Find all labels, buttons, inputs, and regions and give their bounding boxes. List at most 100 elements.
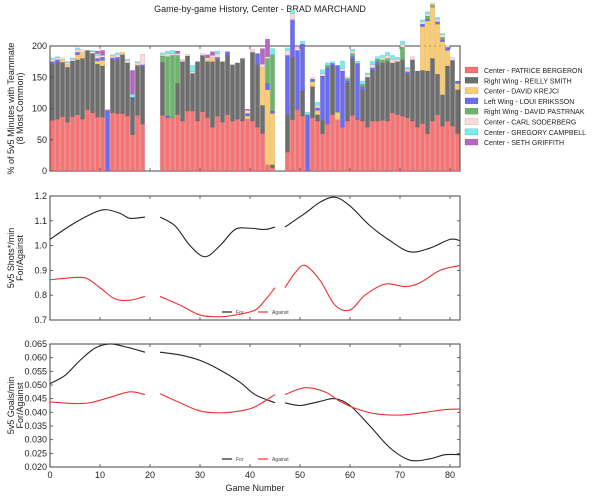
bar-segment (330, 61, 335, 64)
bar-segment (455, 89, 460, 134)
bar-segment (260, 63, 265, 69)
bar-segment (125, 60, 130, 64)
y-tick-label: 0.025 (24, 448, 47, 458)
series-line-against (159, 287, 276, 318)
bar-segment (85, 50, 90, 110)
bar-segment (440, 125, 445, 172)
bar-segment (135, 61, 140, 64)
bar-segment (315, 114, 320, 122)
bar-segment (285, 47, 290, 51)
bar-segment (140, 123, 145, 172)
bar-segment (415, 127, 420, 172)
bar-segment (105, 109, 110, 112)
legend-label: Right Wing - REILLY SMITH (484, 78, 572, 85)
bar-segment (65, 122, 70, 172)
bar-segment (325, 67, 330, 125)
bar-segment (160, 53, 165, 57)
bar-segment (225, 114, 230, 172)
bar-segment (370, 60, 375, 65)
bar-segment (270, 54, 275, 112)
y-tick-label: 0.060 (24, 353, 47, 363)
bar-segment (215, 53, 220, 58)
bar-segment (290, 13, 295, 20)
bar-segment (440, 34, 445, 38)
bar-segment (70, 60, 75, 117)
bar-segment (175, 55, 180, 84)
bar-segment (265, 83, 270, 90)
legend-label: Left Wing - LOUI ERIKSSON (484, 99, 574, 106)
bar-segment (350, 115, 355, 172)
bar-segment (75, 114, 80, 172)
bar-segment (440, 39, 445, 42)
bar-segment (385, 55, 390, 59)
bar-segment (90, 53, 95, 114)
bar-segment (195, 61, 200, 122)
bar-segment (400, 40, 405, 45)
bar-segment (165, 115, 170, 119)
bar-segment (450, 125, 455, 172)
legend-label: For (236, 457, 244, 463)
bar-segment (350, 58, 355, 116)
bar-segment (290, 9, 295, 14)
bar-segment (180, 120, 185, 172)
bar-segment (110, 59, 115, 114)
bar-segment (340, 70, 345, 128)
bar-segment (440, 41, 445, 95)
bar-segment (425, 70, 430, 134)
bar-segment (95, 60, 100, 65)
legend-swatch (464, 87, 479, 94)
bar-segment (115, 53, 120, 58)
bar-segment (135, 65, 140, 116)
bar-segment (360, 86, 365, 90)
bar-segment (380, 57, 385, 60)
legend-label: Center - GREGORY CAMPBELL (484, 130, 586, 137)
y-tick-label: 0.030 (24, 435, 47, 445)
bar-segment (305, 112, 310, 115)
bar-segment (165, 56, 170, 117)
bar-segment (105, 111, 110, 172)
bar-segment (250, 48, 255, 53)
y-tick-label: 0.7 (34, 315, 47, 325)
bar-segment (250, 120, 255, 172)
bar-segment (260, 48, 265, 65)
bar-segment (95, 55, 100, 59)
legend-label: Against (272, 310, 289, 316)
bar-segment (230, 120, 235, 172)
bar-segment (410, 59, 415, 122)
bar-segment (205, 61, 210, 119)
series-line-against (49, 276, 146, 302)
legend-swatch (464, 97, 479, 105)
bar-segment (425, 133, 430, 172)
y-tick-label: 0.055 (24, 366, 47, 376)
bar-segment (75, 59, 80, 115)
bar-segment (60, 59, 65, 63)
bar-segment (365, 127, 370, 172)
bar-segment (130, 98, 135, 135)
bar-segment (450, 57, 455, 61)
bar-segment (400, 115, 405, 172)
bar-segment (285, 50, 290, 56)
x-tick-label: 0 (47, 470, 52, 480)
bar-segment (355, 63, 360, 120)
bar-segment (180, 58, 185, 62)
series-line-against (284, 264, 461, 312)
bar-segment (65, 61, 70, 64)
bar-segment (180, 61, 185, 122)
bar-segment (130, 97, 135, 99)
bar-segment (160, 52, 165, 55)
bar-segment (355, 119, 360, 172)
bar-segment (395, 61, 400, 115)
bar-segment (320, 75, 325, 120)
bar-segment (100, 60, 105, 67)
bar-segment (290, 57, 295, 120)
bar-segment (240, 58, 245, 122)
bar-segment (75, 54, 80, 60)
bar-segment (345, 76, 350, 79)
legend-label: Center - CARL SODERBERG (484, 120, 576, 127)
bar-segment (80, 52, 85, 59)
bar-segment (270, 167, 275, 172)
bar-segment (395, 58, 400, 62)
bar-segment (445, 65, 450, 122)
bar-segment (380, 55, 385, 58)
bar-segment (95, 53, 100, 56)
